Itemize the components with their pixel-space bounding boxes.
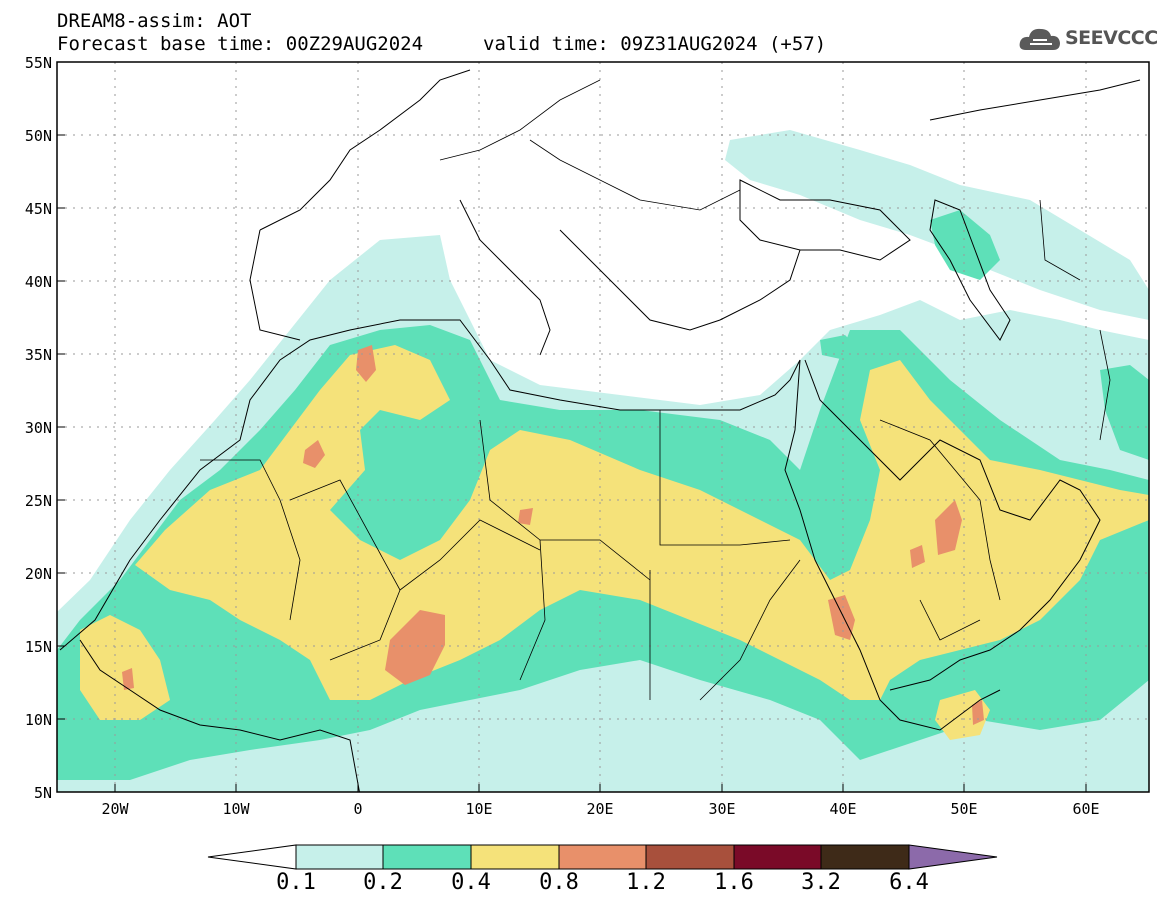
lat-label: 50N <box>24 127 52 145</box>
cloud-icon <box>1019 28 1060 50</box>
aot-contour-0.2 <box>930 210 1000 280</box>
lat-label: 25N <box>24 492 52 510</box>
lat-label: 10N <box>24 711 52 729</box>
colorbar <box>207 844 998 870</box>
country-borders <box>200 79 1111 701</box>
colorbar-bin <box>470 844 560 870</box>
forecast-base-time: Forecast base time: 00Z29AUG2024 <box>57 33 424 55</box>
colorbar-low-arrow <box>207 844 297 870</box>
lon-label: 50E <box>950 800 978 818</box>
coastlines <box>59 69 1141 792</box>
lat-label: 20N <box>24 565 52 583</box>
colorbar-label: 6.4 <box>889 870 929 895</box>
colorbar-bin <box>382 844 472 870</box>
lat-label: 5N <box>33 784 52 802</box>
lon-label: 30E <box>708 800 736 818</box>
tick-marks <box>57 134 1087 792</box>
colorbar-label: 0.2 <box>363 870 403 895</box>
aot-contour-0.8 <box>935 500 962 555</box>
aot-contour-0.4 <box>80 615 170 720</box>
valid-time: valid time: 09Z31AUG2024 (+57) <box>483 33 827 55</box>
map-title: DREAM8-assim: AOT <box>57 10 252 32</box>
lon-label: 60E <box>1072 800 1100 818</box>
lat-label: 30N <box>24 419 52 437</box>
aot-contour-0.8 <box>303 440 325 468</box>
lon-label: 40E <box>829 800 857 818</box>
colorbar-high-arrow <box>908 844 998 870</box>
logo-text: SEEVCCC <box>1065 27 1158 49</box>
colorbar-bin <box>558 844 647 870</box>
aot-contour-0.4 <box>135 345 1149 700</box>
colorbar-label: 0.8 <box>539 870 579 895</box>
colorbar-label: 0.1 <box>276 870 316 895</box>
lon-label: 10E <box>465 800 493 818</box>
lat-label: 40N <box>24 273 52 291</box>
colorbar-bin <box>733 844 822 870</box>
lat-label: 15N <box>24 638 52 656</box>
colorbar-bin <box>295 844 384 870</box>
aot-contour-0.8 <box>910 545 925 568</box>
lat-label: 35N <box>24 346 52 364</box>
aot-contour-0.2 <box>1100 365 1149 460</box>
colorbar-bin <box>645 844 735 870</box>
colorbar-label: 0.4 <box>451 870 491 895</box>
aot-contour-0.8 <box>518 508 533 525</box>
graticule <box>57 62 1149 792</box>
colorbar-bin <box>820 844 910 870</box>
lat-label: 55N <box>24 54 52 72</box>
aot-contour-0.8 <box>385 610 445 685</box>
lon-label: 0 <box>353 800 363 818</box>
lat-label: 45N <box>24 200 52 218</box>
colorbar-label: 1.6 <box>714 870 754 895</box>
colorbar-label: 3.2 <box>801 870 841 895</box>
lon-label: 20E <box>586 800 614 818</box>
lon-label: 10W <box>222 800 250 818</box>
aot-contour-0.8 <box>122 668 134 690</box>
colorbar-label: 1.2 <box>626 870 666 895</box>
aot-contour-0.8 <box>972 700 984 725</box>
lon-label: 20W <box>101 800 129 818</box>
aot-contour-0.8 <box>828 595 855 640</box>
aot-fields <box>57 130 1149 792</box>
